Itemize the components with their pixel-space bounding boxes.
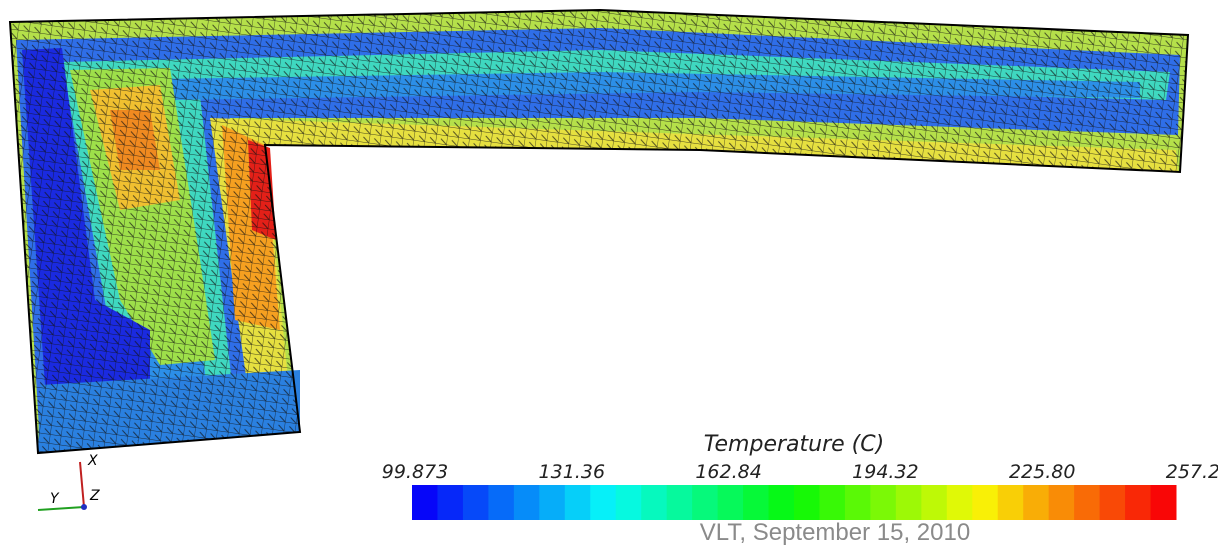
colorbar-swatch	[513, 485, 540, 520]
colorbar-swatch	[768, 485, 795, 520]
colorbar-tick-label: 194.32	[852, 461, 918, 483]
colorbar-tick-label: 131.36	[539, 461, 605, 483]
colorbar-swatch	[921, 485, 948, 520]
colorbar-swatch	[539, 485, 566, 520]
colorbar-swatch	[997, 485, 1024, 520]
colorbar-tick-label: 99.873	[382, 461, 448, 483]
colorbar-swatch	[819, 485, 846, 520]
colorbar-swatch	[717, 485, 744, 520]
colorbar-swatch	[437, 485, 464, 520]
colorbar-swatch	[1099, 485, 1126, 520]
axis-y-label: Y	[50, 491, 60, 507]
colorbar-tick-label: 162.84	[695, 461, 761, 483]
colorbar-swatch	[1023, 485, 1050, 520]
colorbar-swatch	[743, 485, 770, 520]
colorbar-swatch	[412, 485, 438, 520]
colorbar-swatch	[794, 485, 820, 520]
axis-x-label: X	[87, 453, 98, 469]
colorbar-swatch	[844, 485, 871, 520]
colorbar-swatch	[946, 485, 973, 520]
colorbar-swatch	[462, 485, 489, 520]
colorbar-swatch	[692, 485, 719, 520]
colorbar-swatch	[895, 485, 922, 520]
colorbar-swatch	[641, 485, 668, 520]
axis-z-label: Z	[89, 488, 100, 504]
colorbar-swatch	[870, 485, 897, 520]
colorbar-tick-label: 225.80	[1009, 461, 1075, 483]
colorbar-swatch	[615, 485, 642, 520]
colorbar-swatch	[564, 485, 591, 520]
colorbar-swatch	[972, 485, 999, 520]
axis-triad: X Y Z	[37, 453, 100, 511]
colorbar	[412, 485, 1177, 520]
colorbar-ticks: 99.873 131.36 162.84 194.32 225.80 257.29	[382, 461, 1218, 483]
colorbar-swatch	[590, 485, 617, 520]
colorbar-swatch	[1048, 485, 1075, 520]
colorbar-swatch	[1125, 485, 1152, 520]
colorbar-title: Temperature (C)	[704, 432, 884, 457]
colorbar-swatch	[488, 485, 515, 520]
footer: VLT, September 15, 2010	[700, 519, 970, 545]
colorbar-swatch	[1150, 485, 1177, 520]
mesh-model	[8, 8, 1190, 455]
colorbar-swatch	[1074, 485, 1101, 520]
colorbar-swatch	[666, 485, 693, 520]
colorbar-tick-label: 257.29	[1166, 461, 1218, 483]
